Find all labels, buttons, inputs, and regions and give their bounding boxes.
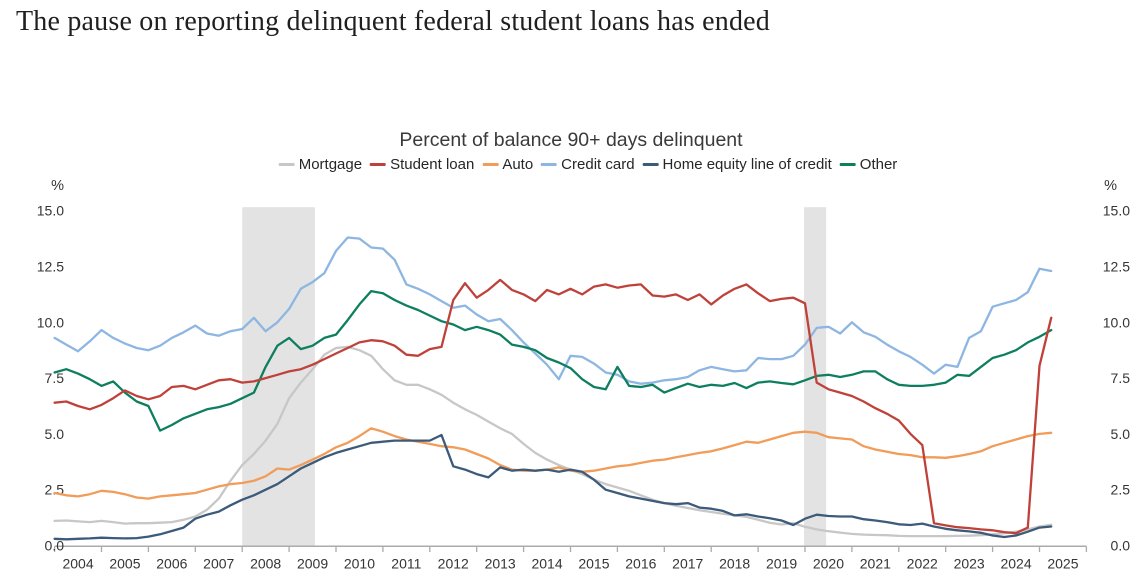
x-axis-label: 2006	[156, 556, 187, 572]
y-axis-label-left: 0.0	[45, 538, 65, 554]
legend-item-heloc: Home equity line of credit	[642, 156, 832, 173]
x-axis-label: 2005	[109, 556, 140, 572]
y-axis-unit-left: %	[51, 178, 64, 194]
x-axis-label: 2020	[813, 556, 844, 572]
x-axis-label: 2009	[297, 556, 328, 572]
x-axis-label: 2016	[625, 556, 656, 572]
x-axis-label: 2012	[438, 556, 469, 572]
legend-label: Auto	[502, 156, 534, 173]
x-axis-label: 2019	[766, 556, 797, 572]
recession-band	[242, 207, 315, 546]
y-axis-label-left: 7.5	[45, 370, 65, 386]
x-axis-label: 2022	[907, 556, 938, 572]
y-axis-label-right: 0.0	[1111, 538, 1131, 554]
series-line-student-loan	[53, 278, 1053, 535]
x-axis-label: 2023	[954, 556, 985, 572]
legend-item-credit-card: Credit card	[541, 156, 635, 173]
x-axis-label: 2024	[1000, 556, 1031, 572]
x-axis-label: 2007	[203, 556, 234, 572]
series-line-heloc	[53, 433, 1053, 541]
y-axis-label-right: 10.0	[1103, 314, 1130, 330]
y-axis-label-left: 5.0	[45, 426, 65, 442]
x-axis-label: 2015	[578, 556, 609, 572]
y-axis-label-right: 5.0	[1111, 426, 1131, 442]
legend-item-other: Other	[839, 156, 898, 173]
y-axis-label-left: 12.5	[37, 259, 64, 275]
series-line-other	[53, 289, 1053, 432]
x-axis-label: 2025	[1047, 556, 1078, 572]
y-axis-unit-right: %	[1104, 178, 1117, 194]
legend-item-student-loan: Student loan	[370, 156, 474, 173]
chart-title: Percent of balance 90+ days delinquent	[399, 129, 743, 151]
legend-swatch-heloc	[642, 162, 659, 167]
series-line-mortgage	[53, 345, 1053, 538]
legend-swatch-other	[839, 162, 856, 167]
legend-label: Credit card	[561, 156, 635, 173]
y-axis-label-right: 12.5	[1103, 259, 1130, 275]
y-axis-label-right: 2.5	[1111, 482, 1131, 498]
x-axis-label: 2013	[485, 556, 516, 572]
legend-item-mortgage: Mortgage	[278, 156, 363, 173]
x-axis-label: 2018	[719, 556, 750, 572]
y-axis-label-right: 7.5	[1111, 370, 1131, 386]
x-axis-label: 2004	[62, 556, 93, 572]
x-axis-label: 2011	[391, 556, 421, 572]
series-line-credit-card	[53, 236, 1053, 385]
y-axis-label-left: 15.0	[37, 203, 64, 219]
legend-label: Mortgage	[298, 156, 363, 173]
legend-label: Home equity line of credit	[662, 156, 832, 173]
legend-item-auto: Auto	[482, 156, 533, 173]
y-axis-label-right: 15.0	[1103, 203, 1130, 219]
legend-label: Other	[859, 156, 898, 173]
legend-swatch-credit-card	[541, 162, 558, 167]
legend-swatch-auto	[482, 162, 499, 167]
x-axis-label: 2008	[250, 556, 281, 572]
x-axis-label: 2014	[531, 556, 562, 572]
x-axis-label: 2021	[860, 556, 891, 572]
series-line-auto	[53, 427, 1053, 500]
x-axis-label: 2017	[672, 556, 703, 572]
y-axis-label-left: 10.0	[37, 314, 64, 330]
legend-swatch-mortgage	[278, 162, 295, 167]
legend-swatch-student-loan	[370, 162, 387, 167]
chart-legend: Mortgage Student loan Auto Credit card Home …	[278, 156, 898, 173]
legend-label: Student loan	[390, 156, 475, 173]
page-title: The pause on reporting delinquent federa…	[16, 6, 770, 37]
x-axis-label: 2010	[344, 556, 375, 572]
